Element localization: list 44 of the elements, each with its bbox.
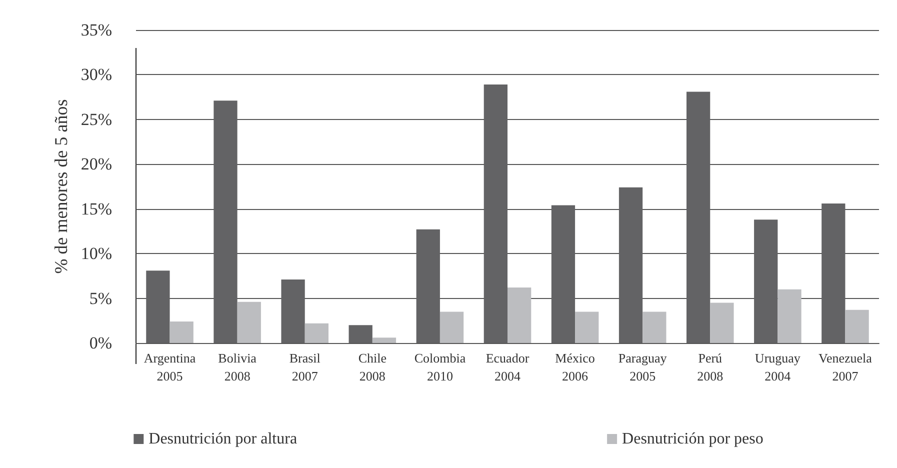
- bar: [416, 229, 440, 343]
- bar: [304, 323, 329, 343]
- y-tick-label: 5%: [89, 288, 112, 308]
- y-tick-label: 10%: [80, 244, 112, 264]
- bar: [822, 203, 846, 343]
- x-tick-label: Uruguay 2004: [754, 350, 801, 384]
- bar: [575, 312, 599, 343]
- x-tick-label: Colombia 2010: [414, 350, 466, 384]
- bar: [146, 270, 170, 343]
- bar: [618, 187, 643, 343]
- x-tick-label: Paraguay 2005: [618, 350, 668, 384]
- bar: [778, 289, 802, 343]
- bar: [214, 100, 238, 343]
- x-tick-label: Venezuela 2007: [818, 350, 872, 384]
- x-tick-label: Chile 2008: [358, 350, 387, 384]
- bar: [710, 302, 734, 343]
- y-tick-label: 35%: [80, 20, 112, 40]
- bar: [237, 302, 261, 343]
- y-tick-label: 20%: [80, 154, 112, 174]
- bar: [348, 325, 372, 343]
- y-tick-label: 0%: [89, 334, 112, 352]
- legend-label: Desnutrición por altura: [148, 430, 298, 448]
- bar: [170, 322, 194, 343]
- bar: [754, 220, 778, 343]
- bar: [686, 92, 710, 343]
- bar: [551, 205, 576, 343]
- x-tick-label: Bolivia 2008: [218, 350, 257, 384]
- y-tick-label: 30%: [80, 65, 112, 84]
- x-tick-label: Perú 2008: [697, 350, 724, 384]
- x-tick-label: México 2006: [555, 350, 595, 384]
- bar: [845, 310, 869, 343]
- y-axis-title: % de menores de 5 años: [50, 99, 71, 274]
- bar: [508, 288, 532, 343]
- legend-label: Desnutrición por peso: [622, 430, 764, 448]
- bar: [484, 84, 508, 343]
- y-tick-label: 15%: [80, 199, 112, 218]
- bar: [440, 312, 464, 343]
- x-tick-label: Ecuador 2004: [486, 350, 530, 384]
- y-tick-label: 25%: [80, 110, 112, 129]
- bar: [372, 338, 396, 343]
- bar: [642, 312, 666, 343]
- x-tick-label: Argentina 2005: [144, 350, 196, 384]
- bar: [281, 280, 305, 343]
- x-tick-label: Brasil 2007: [289, 350, 321, 384]
